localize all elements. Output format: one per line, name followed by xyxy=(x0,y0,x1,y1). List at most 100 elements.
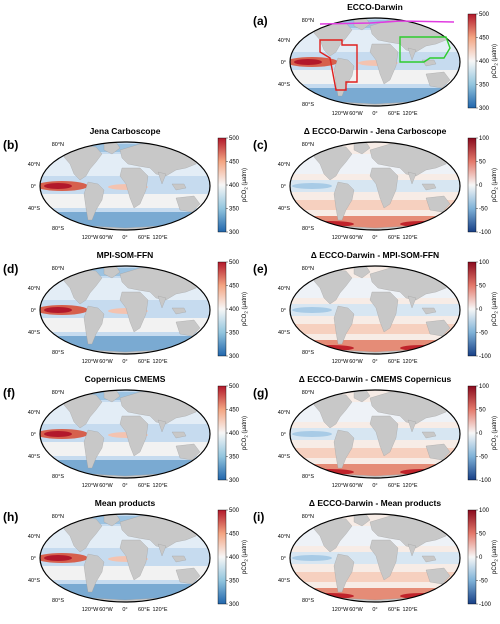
map-panel: (i) Δ ECCO-Darwin - Mean products 80°N 40°N… xyxy=(250,496,500,620)
lon-label: 120°E xyxy=(402,111,417,117)
panel-title: Δ ECCO-Darwin - Jena Carboscope xyxy=(303,126,447,136)
lon-label: 0° xyxy=(372,111,377,117)
lon-label: 0° xyxy=(122,235,127,241)
colorbar-tick-label: 500 xyxy=(479,12,490,18)
landmass xyxy=(369,291,399,333)
lon-label: 60°E xyxy=(388,483,400,489)
lon-label: 60°E xyxy=(388,607,400,613)
landmass xyxy=(369,539,399,581)
lat-label: 0° xyxy=(281,60,286,66)
lon-label: 60°E xyxy=(138,235,150,241)
colorbar-tick-label: 350 xyxy=(229,455,240,461)
colorbar-tick-label: 0 xyxy=(479,307,483,313)
lat-label: 80°S xyxy=(302,350,314,356)
lon-label: 120°W xyxy=(332,607,349,613)
lon-label: 0° xyxy=(122,483,127,489)
lon-label: 60°E xyxy=(138,607,150,613)
landmass xyxy=(175,443,201,461)
colorbar-tick-label: 300 xyxy=(229,354,240,360)
lon-label: 60°E xyxy=(138,359,150,365)
panel-letter: (f) xyxy=(3,386,15,400)
landmass xyxy=(421,307,437,315)
colorbar-tick-label: 300 xyxy=(229,602,240,608)
colorbar-label: pCO2 (μatm) xyxy=(492,292,499,326)
landmass xyxy=(313,20,353,57)
colorbar-tick-label: 0 xyxy=(479,555,483,561)
colorbar-tick-label: 50 xyxy=(479,160,486,166)
lat-label: 40°S xyxy=(278,206,290,212)
colorbar-tick-label: 100 xyxy=(479,508,490,514)
lon-label: 120°W xyxy=(332,359,349,365)
landmass xyxy=(119,291,149,333)
region-outline-asia xyxy=(399,36,451,63)
landmass xyxy=(407,295,417,309)
landmass xyxy=(407,47,417,61)
colorbar xyxy=(467,385,477,481)
lat-label: 0° xyxy=(281,308,286,314)
lat-label: 80°S xyxy=(302,598,314,604)
landmass xyxy=(157,543,167,557)
landmass xyxy=(313,268,353,305)
landmass xyxy=(333,305,355,345)
landmass xyxy=(407,543,417,557)
landmass xyxy=(333,181,355,221)
lon-label: 120°W xyxy=(82,235,99,241)
lon-label: 60°E xyxy=(388,359,400,365)
lat-label: 40°S xyxy=(28,206,40,212)
lat-label: 80°S xyxy=(52,350,64,356)
lon-label: 60°E xyxy=(388,235,400,241)
colorbar-tick-label: 50 xyxy=(479,284,486,290)
landmass xyxy=(313,516,353,553)
lat-label: 40°S xyxy=(28,330,40,336)
landmass xyxy=(83,305,105,345)
landmass xyxy=(157,419,167,433)
panel-title: MPI-SOM-FFN xyxy=(96,250,154,260)
map-border xyxy=(39,389,211,479)
lon-label: 120°E xyxy=(152,607,167,613)
lon-label: 60°W xyxy=(349,235,363,241)
colorbar xyxy=(467,261,477,357)
colorbar-tick-label: -100 xyxy=(479,478,492,484)
landmass xyxy=(63,516,103,553)
landmass xyxy=(425,71,451,89)
lat-label: 80°N xyxy=(302,514,314,520)
landmass xyxy=(333,429,355,469)
lon-label: 60°E xyxy=(388,111,400,117)
colorbar-tick-label: -50 xyxy=(479,579,488,585)
colorbar-tick-label: 500 xyxy=(229,260,240,266)
colorbar-tick-label: 500 xyxy=(229,508,240,514)
lat-label: 0° xyxy=(281,432,286,438)
lon-label: 120°E xyxy=(152,483,167,489)
landmass xyxy=(425,195,451,213)
lat-label: 40°N xyxy=(278,162,290,168)
colorbar-tick-label: 350 xyxy=(479,83,490,89)
lat-label: 40°N xyxy=(278,410,290,416)
map-panel: (b) Jena Carboscope 80°N 40°N 0° 40°S 80°S 120°… xyxy=(0,124,250,248)
lat-label: 80°N xyxy=(302,390,314,396)
landmass xyxy=(63,268,103,305)
landmass xyxy=(425,319,451,337)
lon-label: 0° xyxy=(372,235,377,241)
lon-label: 60°W xyxy=(99,483,113,489)
colorbar-tick-label: 450 xyxy=(229,160,240,166)
colorbar xyxy=(217,509,227,605)
landmass xyxy=(333,57,355,97)
landmass xyxy=(369,167,399,209)
lat-label: 40°S xyxy=(278,330,290,336)
lat-label: 0° xyxy=(281,556,286,562)
lat-label: 80°N xyxy=(52,142,64,148)
colorbar-tick-label: 0 xyxy=(479,183,483,189)
lat-label: 80°S xyxy=(302,474,314,480)
landmass xyxy=(421,431,437,439)
panel-letter: (g) xyxy=(253,386,269,400)
landmass xyxy=(119,539,149,581)
lat-label: 40°N xyxy=(28,534,40,540)
ocean-field xyxy=(290,18,460,106)
colorbar-tick-label: 100 xyxy=(479,136,490,142)
colorbar-tick-label: 450 xyxy=(229,408,240,414)
map-border xyxy=(289,265,461,355)
landmass xyxy=(421,183,437,191)
colorbar-tick-label: 400 xyxy=(229,183,240,189)
ocean-field xyxy=(290,390,460,478)
colorbar xyxy=(467,509,477,605)
